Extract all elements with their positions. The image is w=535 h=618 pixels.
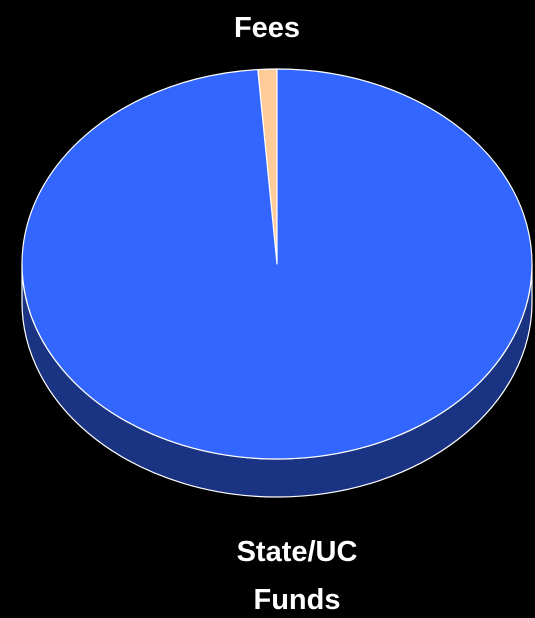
- slice-label: Fees: [233, 12, 301, 44]
- slice-label: State/UC Funds: [236, 536, 358, 616]
- pie-slice: [21, 68, 533, 460]
